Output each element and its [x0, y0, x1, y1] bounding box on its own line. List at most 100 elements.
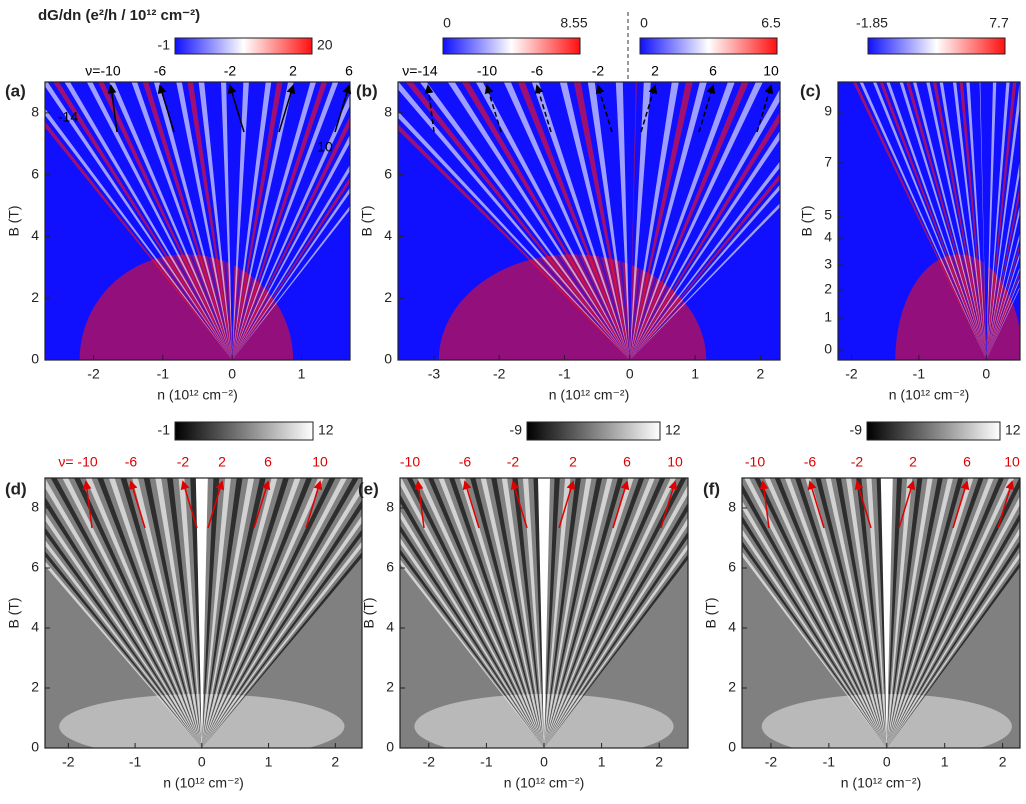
heatmap-center — [980, 82, 993, 360]
heatmap-stripe — [866, 82, 987, 360]
heatmap-stripe — [886, 540, 1020, 748]
heatmap-stripe — [876, 478, 887, 748]
heatmap-stripe — [45, 539, 202, 748]
heatmap-stripe — [86, 82, 233, 360]
x-tick-label: -1 — [480, 754, 493, 770]
colorbar-min: -9 — [510, 422, 523, 438]
heatmap-stripe — [512, 478, 544, 748]
heatmap-stripe — [232, 82, 261, 360]
filling-factor-label: 2 — [569, 454, 577, 470]
panel-label: (b) — [356, 81, 378, 100]
plot-frame — [837, 81, 1021, 361]
heatmap-stripe — [879, 82, 987, 360]
filling-factor-label: -2 — [177, 454, 190, 470]
heatmap-stripe — [201, 478, 266, 748]
heatmap-stripe — [209, 82, 233, 360]
y-tick-label: 6 — [728, 559, 736, 575]
arrow — [484, 84, 502, 133]
heatmap-stripe — [398, 97, 630, 360]
heatmap-stripe — [886, 478, 984, 748]
heatmap-stripe — [201, 478, 278, 748]
filling-factor-label: -2 — [224, 63, 237, 79]
colorbar-min: -1.85 — [856, 15, 888, 31]
heatmap-stripe — [629, 82, 777, 360]
heatmap-stripe — [986, 286, 1020, 360]
heatmap-stripe — [986, 219, 1020, 360]
heatmap-stripe — [742, 528, 887, 748]
heatmap-stripe — [201, 478, 348, 748]
heatmap-stripe — [153, 82, 233, 360]
colorbar — [526, 421, 661, 441]
panel-label: (d) — [5, 479, 27, 498]
heatmap-stripe — [774, 478, 887, 748]
heatmap-stripe — [64, 82, 233, 360]
colorbar — [174, 421, 314, 441]
heatmap-stripe — [544, 531, 688, 748]
heatmap-stripe — [544, 502, 688, 748]
heatmap-center — [195, 478, 208, 748]
y-tick-label: 0 — [31, 351, 39, 367]
y-axis-title: B (T) — [6, 597, 22, 628]
heatmap-stripe — [201, 541, 362, 748]
arrow — [157, 84, 175, 133]
heatmap-stripe — [544, 485, 688, 748]
y-tick-label: 6 — [384, 165, 392, 181]
heatmap-stripe — [601, 82, 630, 360]
arrow — [807, 480, 825, 529]
x-tick-label: 1 — [598, 754, 606, 770]
filling-factor-label: 2 — [909, 454, 917, 470]
heatmap — [45, 478, 362, 748]
heatmap-stripe — [886, 495, 1020, 748]
heatmap-stripe — [398, 111, 630, 360]
heatmap-stripe — [886, 478, 923, 748]
arrow — [640, 84, 658, 133]
arrow — [180, 480, 198, 529]
y-axis-title: B (T) — [359, 205, 375, 236]
plot-frame — [397, 81, 781, 361]
heatmap-stripe — [400, 537, 544, 748]
y-tick-label: 8 — [386, 499, 394, 515]
heatmap-stripe — [400, 478, 544, 748]
heatmap-stripe — [531, 82, 630, 360]
filling-factor-label: 10 — [312, 454, 328, 470]
heatmap-stripe — [629, 82, 721, 360]
x-tick-label: 0 — [883, 754, 891, 770]
heatmap-stripe — [120, 478, 202, 748]
heatmap-stripe — [906, 82, 987, 360]
heatmap-stripe — [232, 134, 350, 360]
filling-factor-label: -2 — [507, 454, 520, 470]
heatmap-stripe — [629, 89, 780, 360]
heatmap-stripe — [886, 478, 994, 748]
heatmap-stripe — [986, 82, 1003, 360]
heatmap — [45, 82, 350, 360]
heatmap-stripe — [587, 82, 630, 360]
x-axis-title: n (10¹² cm⁻²) — [504, 775, 585, 791]
heatmap-stripe — [629, 82, 665, 360]
filling-factor-label: -6 — [804, 454, 817, 470]
heatmap-stripe — [142, 82, 233, 360]
heatmap-stripe — [972, 82, 987, 360]
heatmap-stripe — [544, 543, 688, 748]
heatmap-stripe — [886, 512, 1020, 748]
heatmap-stripe — [165, 82, 233, 360]
arrow — [558, 480, 576, 529]
heatmap-stripe — [544, 478, 571, 748]
arrow — [462, 480, 480, 529]
colorbar-min: -9 — [850, 422, 863, 438]
heatmap-stripe — [872, 82, 987, 360]
heatmap-stripe — [143, 478, 202, 748]
filling-factor-label: -6 — [125, 454, 138, 470]
heatmap-stripe — [629, 184, 780, 360]
filling-factor-label: 10 — [1004, 454, 1020, 470]
heatmap-stripe — [629, 82, 679, 360]
heatmap-stripe — [232, 187, 350, 360]
heatmap-stripe — [742, 515, 887, 748]
heatmap-stripe — [886, 478, 1015, 748]
heatmap-stripe — [501, 478, 544, 748]
heatmap-stripe — [629, 82, 651, 360]
heatmap-stripe — [856, 478, 887, 748]
y-tick-label: 4 — [31, 227, 39, 243]
colorbar-max: 12 — [318, 422, 334, 438]
x-axis-title: n (10¹² cm⁻²) — [549, 387, 630, 403]
y-tick-label: 8 — [728, 499, 736, 515]
